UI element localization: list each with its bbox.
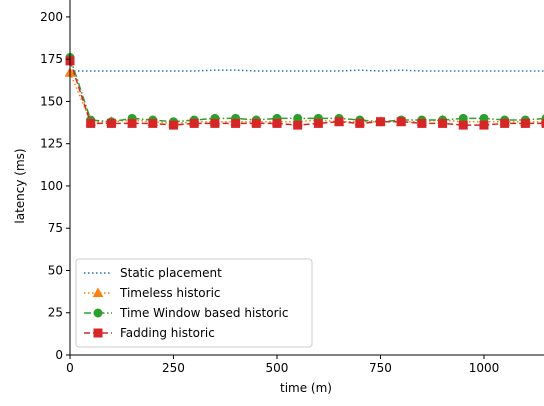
marker xyxy=(190,119,198,127)
marker xyxy=(418,119,426,127)
x-tick-label: 250 xyxy=(162,361,185,375)
marker xyxy=(94,329,102,337)
marker xyxy=(149,119,157,127)
marker xyxy=(356,119,364,127)
marker xyxy=(169,121,177,129)
legend-label: Time Window based historic xyxy=(119,306,288,320)
marker xyxy=(480,121,488,129)
legend-label: Static placement xyxy=(120,266,222,280)
x-tick-label: 1000 xyxy=(469,361,500,375)
marker xyxy=(87,119,95,127)
y-tick-label: 175 xyxy=(40,52,63,66)
plot-area xyxy=(66,53,544,129)
y-tick-label: 150 xyxy=(40,94,63,108)
marker xyxy=(273,119,281,127)
y-tick-label: 50 xyxy=(48,263,63,277)
marker xyxy=(521,119,529,127)
marker xyxy=(314,119,322,127)
series-line xyxy=(70,57,544,121)
y-tick-label: 75 xyxy=(48,221,63,235)
legend-label: Fadding historic xyxy=(120,326,215,340)
series-line xyxy=(70,70,544,71)
x-tick-label: 500 xyxy=(266,361,289,375)
marker xyxy=(232,119,240,127)
x-tick-label: 0 xyxy=(66,361,74,375)
y-axis-label: latency (ms) xyxy=(13,148,27,223)
marker xyxy=(397,118,405,126)
y-tick-label: 25 xyxy=(48,306,63,320)
marker xyxy=(294,121,302,129)
y-tick-label: 125 xyxy=(40,137,63,151)
marker xyxy=(94,309,102,317)
marker xyxy=(376,118,384,126)
marker xyxy=(252,119,260,127)
x-tick-label: 750 xyxy=(369,361,392,375)
y-tick-label: 200 xyxy=(40,10,63,24)
marker xyxy=(439,119,447,127)
marker xyxy=(335,118,343,126)
y-tick-label: 0 xyxy=(55,348,63,362)
marker xyxy=(107,119,115,127)
marker xyxy=(128,119,136,127)
marker xyxy=(459,121,467,129)
series-line xyxy=(70,73,544,124)
legend-label: Timeless historic xyxy=(119,286,221,300)
marker xyxy=(211,119,219,127)
marker xyxy=(501,119,509,127)
y-tick-label: 100 xyxy=(40,179,63,193)
x-axis-label: time (m) xyxy=(280,381,332,395)
